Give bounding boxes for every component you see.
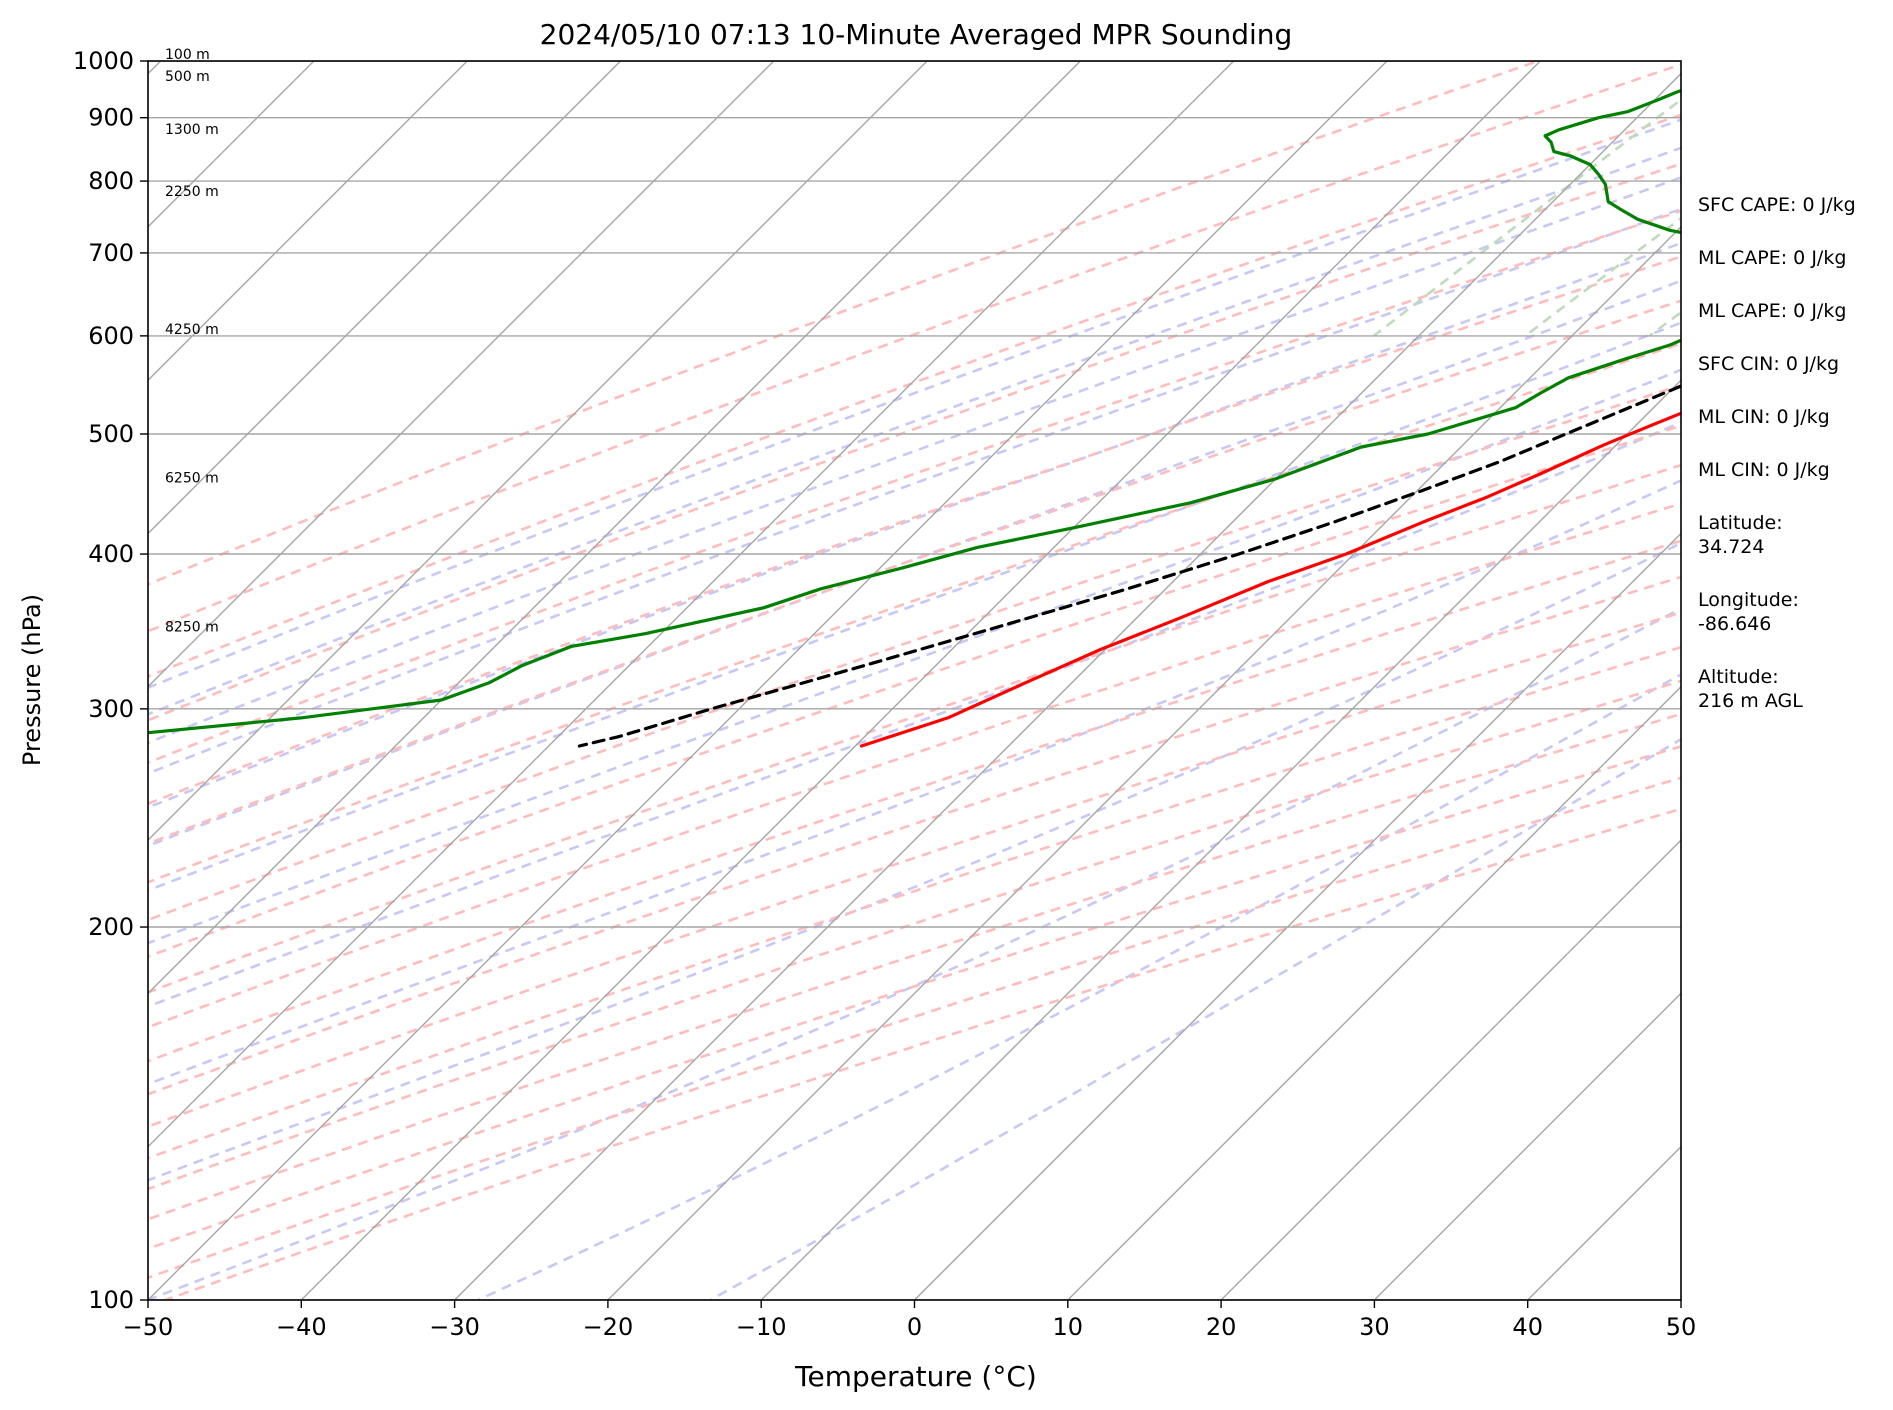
x-tick-label: 0	[907, 1313, 922, 1341]
y-tick-label: 400	[88, 540, 134, 568]
height-label: 500 m	[165, 69, 210, 85]
height-label: 8250 m	[165, 620, 219, 636]
y-tick-label: 100	[88, 1286, 134, 1314]
y-axis-label: Pressure (hPa)	[18, 594, 46, 766]
y-tick-label: 800	[88, 167, 134, 195]
info-entry: ML CIN: 0 J/kg	[1698, 459, 1830, 481]
info-entry: ML CIN: 0 J/kg	[1698, 406, 1830, 428]
chart-title: 2024/05/10 07:13 10-Minute Averaged MPR …	[540, 18, 1293, 51]
info-entry: SFC CAPE: 0 J/kg	[1698, 194, 1856, 216]
y-tick-label: 900	[88, 104, 134, 132]
info-entry: ML CAPE: 0 J/kg	[1698, 300, 1846, 322]
height-label: 1300 m	[165, 122, 219, 138]
x-tick-label: 50	[1666, 1313, 1697, 1341]
y-tick-label: 300	[88, 695, 134, 723]
x-tick-label: −40	[276, 1313, 327, 1341]
height-label: 4250 m	[165, 322, 219, 338]
height-label: 2250 m	[165, 184, 219, 200]
x-tick-label: 40	[1512, 1313, 1543, 1341]
x-tick-label: 30	[1359, 1313, 1390, 1341]
y-tick-label: 200	[88, 913, 134, 941]
y-tick-label: 600	[88, 322, 134, 350]
x-axis-label: Temperature (°C)	[794, 1360, 1037, 1393]
height-label: 6250 m	[165, 471, 219, 487]
info-entry: ML CAPE: 0 J/kg	[1698, 247, 1846, 269]
x-tick-label: −30	[429, 1313, 480, 1341]
x-tick-label: −50	[123, 1313, 174, 1341]
y-tick-label: 700	[88, 239, 134, 267]
info-entry: SFC CIN: 0 J/kg	[1698, 353, 1839, 375]
x-tick-label: −20	[583, 1313, 634, 1341]
x-tick-label: 20	[1206, 1313, 1237, 1341]
x-tick-label: 10	[1053, 1313, 1084, 1341]
x-tick-label: −10	[736, 1313, 787, 1341]
y-tick-label: 1000	[73, 47, 134, 75]
y-tick-label: 500	[88, 420, 134, 448]
